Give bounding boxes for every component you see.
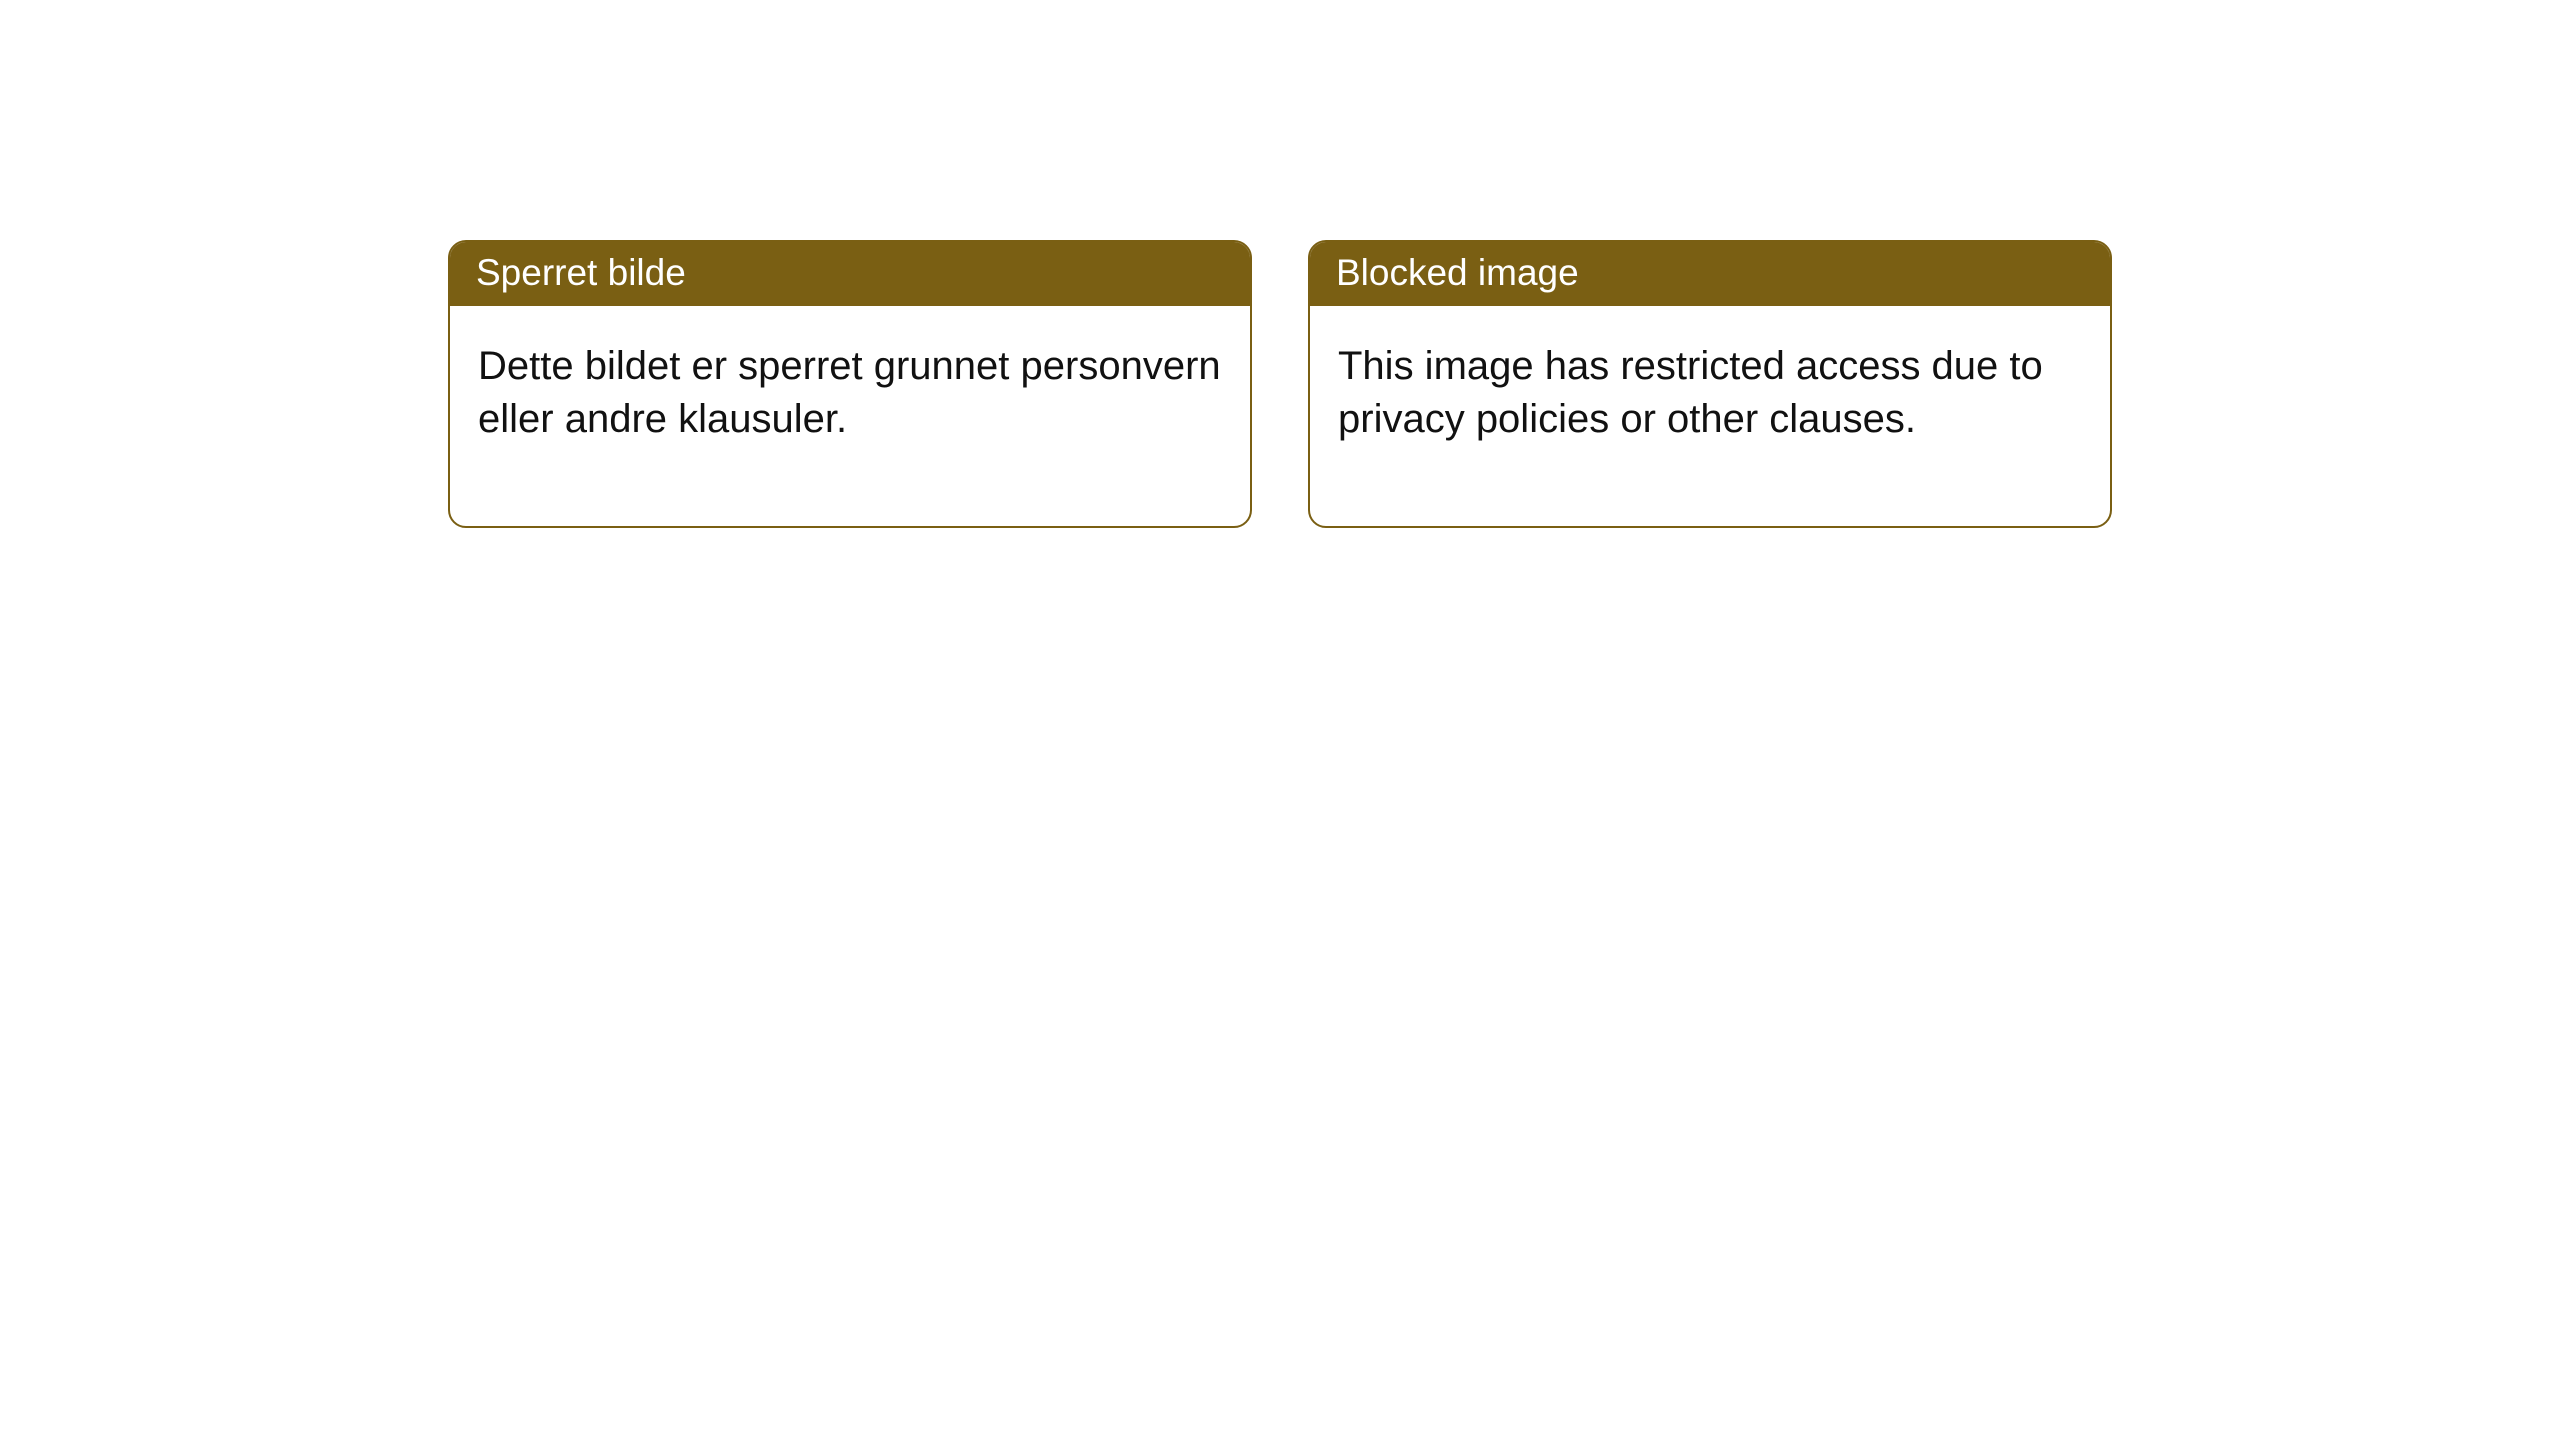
notice-body-norwegian: Dette bildet er sperret grunnet personve… [450, 306, 1250, 526]
notice-title-english: Blocked image [1310, 242, 2110, 306]
notice-title-norwegian: Sperret bilde [450, 242, 1250, 306]
notice-card-english: Blocked image This image has restricted … [1308, 240, 2112, 528]
notice-body-english: This image has restricted access due to … [1310, 306, 2110, 526]
notice-card-norwegian: Sperret bilde Dette bildet er sperret gr… [448, 240, 1252, 528]
notice-container: Sperret bilde Dette bildet er sperret gr… [0, 0, 2560, 528]
